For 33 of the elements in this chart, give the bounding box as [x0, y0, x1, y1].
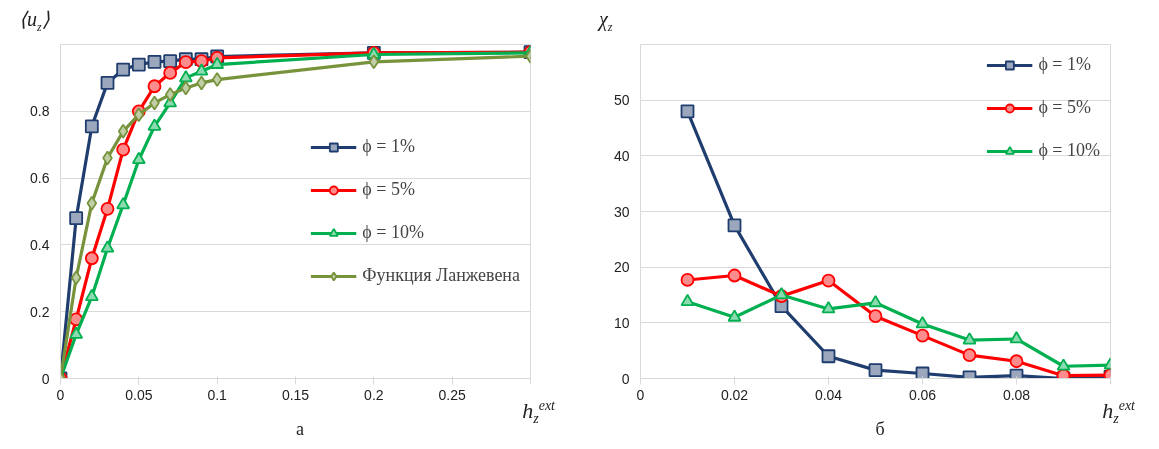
y-tick-label: 0.8 [30, 103, 50, 120]
y-tick-label: 20 [613, 259, 630, 276]
x-tick-label: 0 [56, 386, 65, 403]
legend-label: ϕ = 10% [1038, 140, 1100, 161]
y-tick-label: 50 [613, 92, 630, 109]
y-tick-label: 10 [613, 314, 630, 331]
x-tick-label: 0.08 [1002, 386, 1031, 403]
x-tick-label: 0.04 [814, 386, 843, 403]
legend-label: Функция Ланжевена [362, 265, 520, 286]
legend-label: ϕ = 1% [362, 136, 415, 157]
x-tick-label: 0.02 [720, 386, 749, 403]
x-tick-label: 0.1 [207, 386, 228, 403]
y-tick-label: 0 [41, 370, 50, 387]
text: б [875, 419, 885, 439]
x-tick-label: 0.05 [125, 386, 153, 403]
legend-label: ϕ = 5% [362, 179, 415, 200]
y-axis-title: ⟨u$_{z}$⟩ [19, 8, 50, 34]
y-tick-label: 0 [621, 370, 630, 387]
legend-label: ϕ = 5% [1038, 97, 1091, 118]
x-tick-label: 0 [636, 386, 645, 403]
x-tick-label: 0.2 [364, 386, 384, 403]
legend-label: ϕ = 10% [362, 222, 424, 243]
text: а [296, 419, 304, 439]
y-tick-label: 0.2 [30, 303, 50, 320]
y-tick-label: 40 [613, 147, 630, 164]
y-tick-label: 0.4 [30, 236, 50, 253]
y-tick-label: 0.6 [30, 170, 50, 187]
y-axis-title: χ$_{z}$ [599, 8, 613, 34]
legend-label: ϕ = 1% [1038, 54, 1091, 75]
x-tick-label: 0.15 [281, 386, 310, 403]
y-tick-label: 30 [613, 203, 630, 220]
x-tick-label: 0.25 [438, 386, 466, 403]
x-tick-label: 0.06 [908, 386, 937, 403]
